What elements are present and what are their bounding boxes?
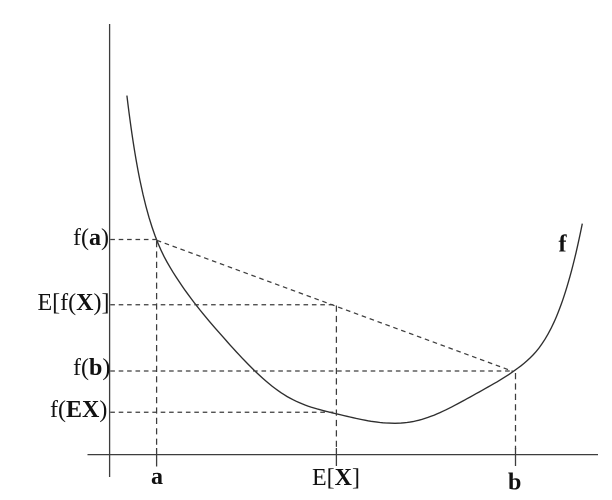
svg-text:b: b xyxy=(508,470,521,496)
svg-text:f(a): f(a) xyxy=(73,225,109,251)
svg-text:f: f xyxy=(559,232,568,258)
svg-text:f(b): f(b) xyxy=(73,355,110,381)
svg-text:f(EX): f(EX) xyxy=(50,397,107,423)
svg-text:a: a xyxy=(151,464,163,490)
svg-text:E[X]: E[X] xyxy=(312,465,360,491)
svg-text:E[f(X)]: E[f(X)] xyxy=(38,290,110,316)
